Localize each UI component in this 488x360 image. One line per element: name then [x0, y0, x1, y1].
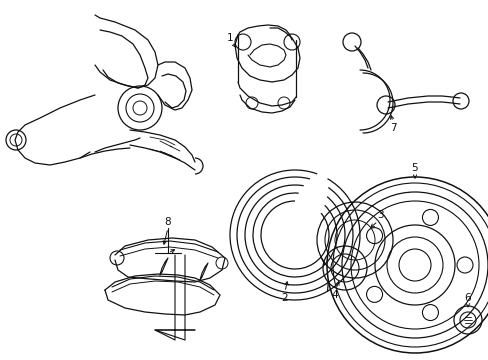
Text: 6: 6: [464, 293, 470, 303]
Text: 1: 1: [226, 33, 233, 43]
Text: 4: 4: [331, 290, 338, 300]
Text: 7: 7: [389, 123, 395, 133]
Text: 5: 5: [411, 163, 417, 173]
Text: 8: 8: [164, 217, 171, 227]
Text: 3: 3: [376, 210, 383, 220]
Text: 2: 2: [281, 293, 288, 303]
